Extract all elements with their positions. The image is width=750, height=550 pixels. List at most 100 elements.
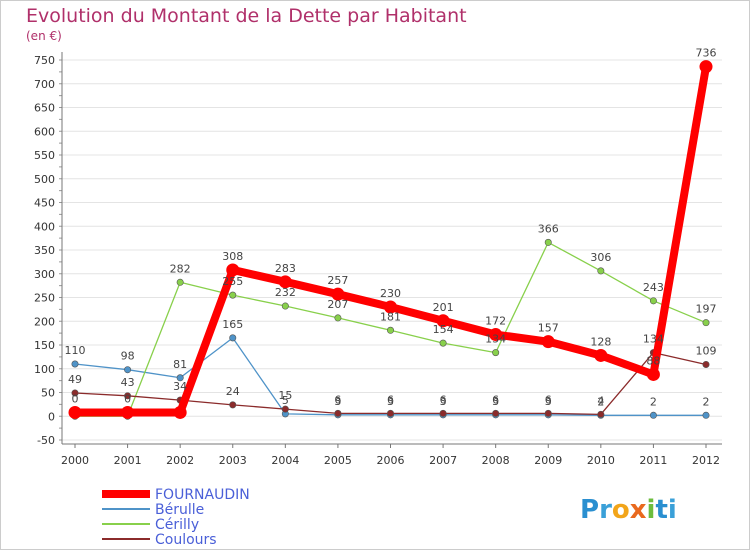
series-point-2: [386, 326, 394, 334]
data-label-1: 2: [597, 395, 604, 408]
x-tick-label: 2003: [219, 454, 247, 467]
x-axis-ticks: 2000 2001 2002 2003 2004 2005 2006 2007 2008 2009…: [61, 444, 720, 467]
series-point-0: [489, 328, 503, 342]
chart-subtitle: (en €): [26, 29, 62, 43]
y-tick-label: 150: [34, 339, 55, 352]
y-tick-label: 700: [34, 78, 55, 91]
series-point-3: [71, 389, 79, 397]
series-point-0: [331, 287, 345, 301]
data-label-0: 0: [72, 392, 79, 405]
brand-letter: i: [647, 495, 656, 525]
series-point-2: [597, 267, 605, 275]
series-point-1: [702, 411, 710, 419]
data-label-0: 88: [646, 354, 660, 367]
y-tick-label: 50: [41, 387, 55, 400]
x-tick-label: 2005: [324, 454, 352, 467]
data-label-0: 308: [222, 250, 243, 263]
data-label-2: 197: [696, 303, 717, 316]
y-tick-label: 200: [34, 315, 55, 328]
series-point-1: [71, 360, 79, 368]
data-label-2: 154: [433, 323, 454, 336]
data-label-1: 3: [334, 395, 341, 408]
data-label-2: 255: [222, 275, 243, 288]
series-point-1: [649, 411, 657, 419]
x-tick-label: 2006: [377, 454, 405, 467]
series-point-0: [68, 405, 82, 419]
series-point-3: [597, 410, 605, 418]
data-label-1: 3: [492, 395, 499, 408]
data-label-0: 128: [590, 335, 611, 348]
data-label-3: 6: [334, 393, 341, 406]
x-tick-label: 2008: [482, 454, 510, 467]
data-label-1: 98: [121, 350, 135, 363]
x-tick-label: 2011: [639, 454, 667, 467]
data-label-3: 43: [121, 376, 135, 389]
x-tick-label: 2012: [692, 454, 720, 467]
data-label-2: 207: [327, 298, 348, 311]
series-point-3: [544, 409, 552, 417]
data-label-0: 230: [380, 287, 401, 300]
series-group: [68, 60, 713, 420]
data-label-0: 172: [485, 315, 506, 328]
series-point-2: [439, 339, 447, 347]
data-label-1: 5: [282, 394, 289, 407]
x-tick-label: 2007: [429, 454, 457, 467]
series-point-2: [334, 314, 342, 322]
data-label-0: 283: [275, 262, 296, 275]
legend-label-1: Bérulle: [155, 502, 204, 518]
brand-letter: P: [580, 495, 599, 525]
series-point-0: [436, 314, 450, 328]
series-point-3: [492, 409, 500, 417]
series-point-3: [439, 409, 447, 417]
series-point-0: [121, 405, 135, 419]
data-labels: 0 0 308 283 257 230 201 172 157 128 88 736 110 98 81 16…: [65, 47, 717, 409]
series-point-0: [173, 405, 187, 419]
y-tick-label: 650: [34, 102, 55, 115]
series-point-1: [229, 334, 237, 342]
data-label-3: 109: [696, 344, 717, 357]
data-label-3: 6: [492, 393, 499, 406]
series-point-3: [334, 409, 342, 417]
data-label-0: 257: [327, 274, 348, 287]
x-tick-label: 2004: [271, 454, 299, 467]
data-label-2: 282: [170, 262, 191, 275]
data-label-1: 110: [65, 344, 86, 357]
y-tick-label: 600: [34, 125, 55, 138]
data-label-3: 49: [68, 373, 82, 386]
data-label-3: 134: [643, 333, 664, 346]
y-tick-label: 250: [34, 292, 55, 305]
series-point-0: [278, 275, 292, 289]
series-point-2: [229, 291, 237, 299]
data-label-1: 3: [387, 395, 394, 408]
series-point-0: [699, 60, 713, 74]
data-label-0: 157: [538, 322, 559, 335]
data-label-3: 4: [597, 394, 604, 407]
brand-letter: o: [612, 495, 630, 525]
x-tick-label: 2001: [114, 454, 142, 467]
series-point-0: [541, 335, 555, 349]
series-point-3: [229, 401, 237, 409]
series-point-2: [281, 302, 289, 310]
data-label-3: 6: [440, 393, 447, 406]
series-point-3: [386, 409, 394, 417]
series-point-1: [176, 374, 184, 382]
data-label-1: 165: [222, 318, 243, 331]
y-tick-label: 450: [34, 197, 55, 210]
legend-label-0: FOURNAUDIN: [155, 487, 250, 503]
series-point-0: [646, 367, 660, 381]
series-point-2: [649, 297, 657, 305]
data-label-1: 3: [440, 395, 447, 408]
data-label-1: 2: [703, 395, 710, 408]
axes: [61, 52, 722, 445]
y-tick-label: 550: [34, 149, 55, 162]
legend-label-2: Cérilly: [155, 517, 199, 533]
grid: [59, 59, 722, 441]
series-point-1: [124, 366, 132, 374]
series-point-0: [384, 300, 397, 314]
series-point-2: [176, 278, 184, 286]
data-label-0: 201: [433, 301, 454, 314]
brand-letter: t: [655, 495, 667, 525]
